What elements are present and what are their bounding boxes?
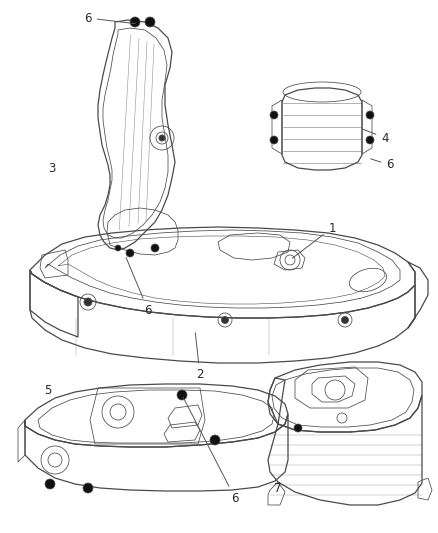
Text: 4: 4 xyxy=(363,129,389,144)
Text: 6: 6 xyxy=(183,398,239,505)
Circle shape xyxy=(130,17,140,27)
Circle shape xyxy=(177,390,187,400)
Circle shape xyxy=(83,483,93,493)
Circle shape xyxy=(145,17,155,27)
Circle shape xyxy=(342,317,349,324)
Circle shape xyxy=(294,424,302,432)
Text: 6: 6 xyxy=(371,158,394,172)
Text: 3: 3 xyxy=(48,161,56,174)
Circle shape xyxy=(126,249,134,257)
Circle shape xyxy=(210,435,220,445)
Circle shape xyxy=(222,317,229,324)
Text: 6: 6 xyxy=(84,12,135,25)
Text: 7: 7 xyxy=(274,481,282,495)
Text: 1: 1 xyxy=(292,222,336,259)
Circle shape xyxy=(84,298,92,306)
Circle shape xyxy=(115,245,121,251)
Circle shape xyxy=(151,244,159,252)
Circle shape xyxy=(159,135,165,141)
Circle shape xyxy=(366,111,374,119)
Text: 5: 5 xyxy=(44,384,52,397)
Circle shape xyxy=(45,479,55,489)
Text: 6: 6 xyxy=(126,257,152,317)
Circle shape xyxy=(270,136,278,144)
Text: 2: 2 xyxy=(195,333,204,382)
Circle shape xyxy=(366,136,374,144)
Circle shape xyxy=(270,111,278,119)
